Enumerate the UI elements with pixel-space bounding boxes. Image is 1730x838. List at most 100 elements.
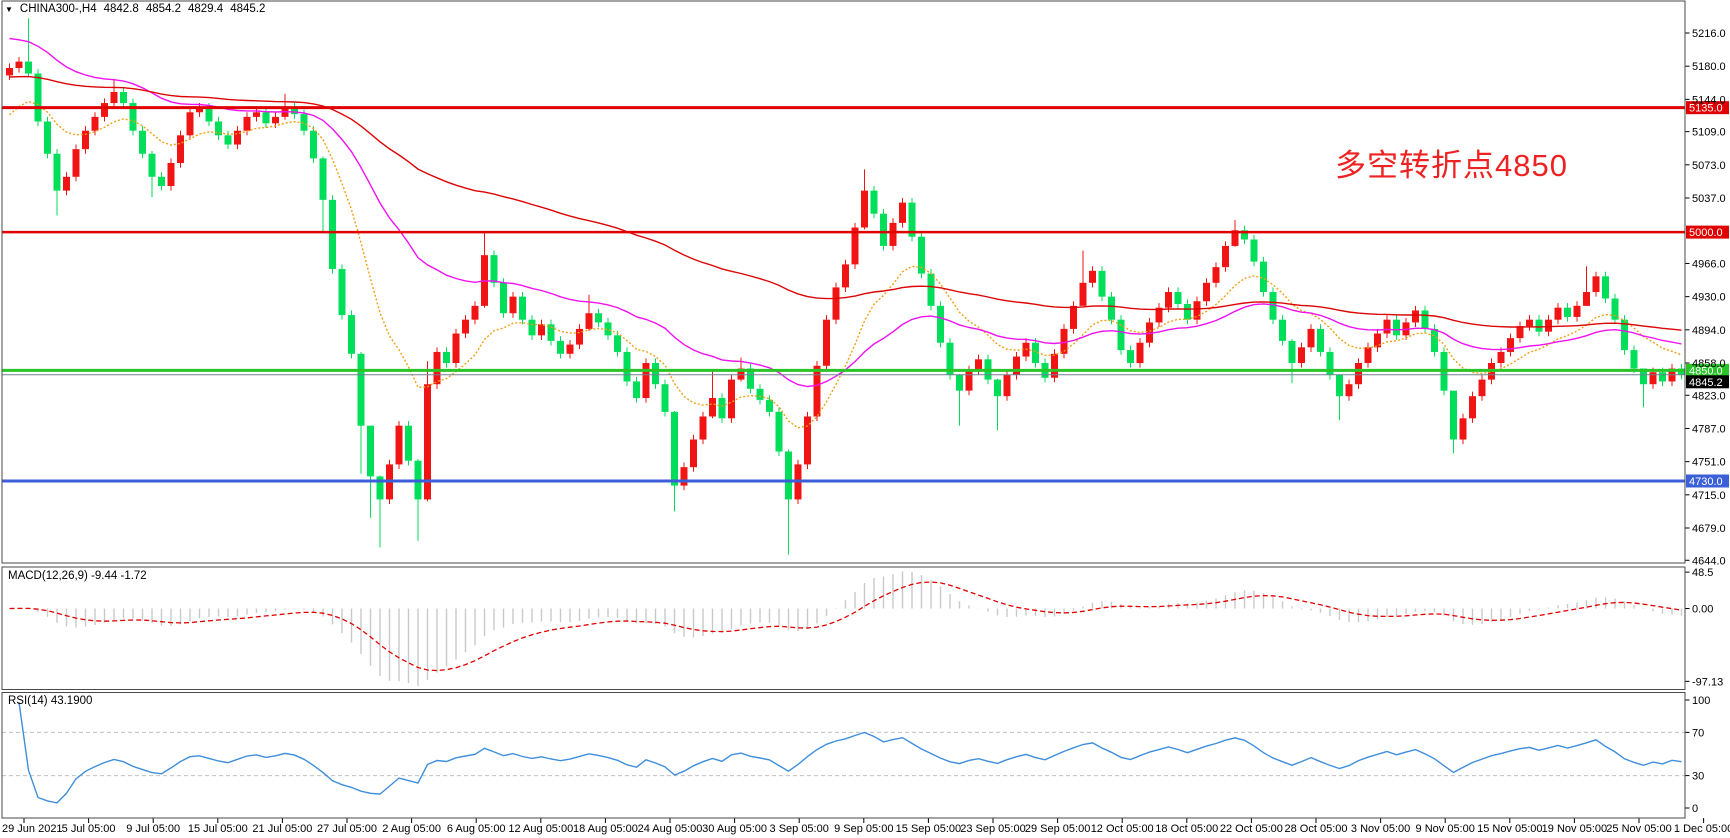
time-axis-label: 25 Nov 05:00 [1606, 823, 1671, 835]
macd-axis-tick-label: 0.00 [1692, 604, 1713, 616]
candle-up [186, 112, 194, 136]
candle-up [91, 116, 99, 131]
candle-down [1279, 319, 1286, 341]
macd-signal-line [9, 581, 1682, 672]
candle-down [652, 363, 659, 385]
candle-down [120, 91, 127, 104]
time-axis-label: 3 Nov 05:00 [1351, 823, 1410, 835]
time-axis-label: 1 Dec 05:00 [1674, 823, 1730, 835]
candle-up [1412, 310, 1419, 323]
candle-down [158, 176, 165, 187]
candle-down [1431, 328, 1438, 352]
candle-down [215, 121, 222, 136]
macd-axis-tick-label: -97.13 [1692, 676, 1723, 688]
candle-up [433, 351, 441, 385]
candle-up [1383, 319, 1391, 334]
candle-down [357, 353, 365, 426]
candle-up [82, 130, 89, 150]
candle-up [167, 162, 175, 187]
price-level-label: 4850.0 [1689, 365, 1723, 377]
candle-up [1469, 396, 1476, 419]
candle-down [557, 340, 564, 354]
candle-up [1070, 305, 1077, 329]
time-axis-label: 3 Sep 05:00 [770, 823, 829, 835]
candle-down [148, 153, 156, 177]
candle-down [661, 384, 669, 412]
time-axis-label: 6 Aug 05:00 [447, 823, 506, 835]
symbol-dropdown-icon[interactable]: ▼ [5, 5, 13, 14]
candle-up [234, 130, 241, 145]
time-axis-label: 29 Jun 2021 [2, 823, 63, 835]
candle-down [1098, 270, 1106, 297]
candle-up [1298, 347, 1305, 364]
candle-up [642, 363, 650, 399]
candle-up [1374, 333, 1381, 348]
candle-up [737, 368, 745, 380]
candle-down [870, 190, 878, 214]
annotation-text: 多空转折点4850 [1335, 148, 1568, 183]
candle-up [851, 227, 859, 265]
price-level-label: 5135.0 [1689, 103, 1723, 115]
price-level-label-box [1686, 101, 1729, 115]
candle-up [680, 467, 688, 486]
candle-down [528, 319, 536, 336]
time-axis-label: 9 Nov 05:00 [1416, 823, 1475, 835]
candle-up [585, 313, 593, 329]
candle-down [519, 296, 526, 320]
candle-up [1051, 353, 1058, 378]
y-axis-tick-label: 5180.0 [1692, 61, 1726, 73]
macd-pane-border[interactable] [1, 566, 1686, 690]
rsi-pane-border[interactable] [1, 692, 1686, 819]
candle-up [272, 116, 279, 124]
price-level-label-box [1686, 474, 1729, 488]
candle-down [34, 73, 42, 122]
candle-up [889, 222, 897, 246]
candle-down [1032, 342, 1039, 364]
y-axis-tick-label: 4679.0 [1692, 523, 1726, 535]
ohlc-high: 4854.2 [145, 3, 181, 15]
ohlc-open: 4842.8 [103, 3, 139, 15]
candle-down [1621, 319, 1628, 351]
candle-down [291, 107, 298, 115]
price-level-label: 5000.0 [1689, 227, 1723, 239]
time-axis-label: 12 Oct 05:00 [1091, 823, 1154, 835]
y-axis-tick-label: 4787.0 [1692, 423, 1726, 435]
y-axis-tick-label: 4858.0 [1692, 358, 1726, 370]
y-axis-tick-label: 4894.0 [1692, 325, 1726, 337]
candle-up [1583, 292, 1590, 306]
candle-down [595, 313, 602, 323]
candle-down [329, 199, 336, 269]
main-chart-pane-border[interactable] [1, 0, 1686, 564]
candle-up [804, 416, 811, 465]
candle-down [1250, 239, 1258, 262]
candle-up [1507, 338, 1514, 352]
candle-up [1060, 328, 1068, 354]
ma-slow-line [9, 75, 1682, 331]
candle-up [1003, 374, 1011, 397]
candle-down [490, 255, 498, 283]
time-axis-label: 12 Aug 05:00 [508, 823, 573, 835]
candle-up [1136, 342, 1144, 364]
candle-down [348, 315, 355, 354]
candle-up [1345, 384, 1353, 397]
candle-down [53, 153, 61, 191]
candle-up [1222, 245, 1229, 268]
candle-down [262, 112, 270, 124]
candle-up [1146, 322, 1153, 343]
y-axis-tick-label: 4930.0 [1692, 292, 1726, 304]
symbol-header: ▼ CHINA300-,H4 4842.8 4854.2 4829.4 4845.2 [5, 3, 265, 15]
candle-up [177, 135, 184, 163]
candle-up [1089, 270, 1096, 283]
candle-down [1260, 261, 1267, 293]
candle-up [1212, 267, 1220, 283]
candle-down [310, 130, 317, 159]
candle-down [1336, 374, 1343, 397]
price-level-label: 4730.0 [1689, 476, 1723, 488]
candle-down [1184, 304, 1191, 320]
ma-mid-line [9, 37, 1682, 388]
y-axis-tick-label: 5144.0 [1692, 94, 1726, 106]
candle-down [405, 425, 412, 461]
candle-down [224, 135, 232, 145]
